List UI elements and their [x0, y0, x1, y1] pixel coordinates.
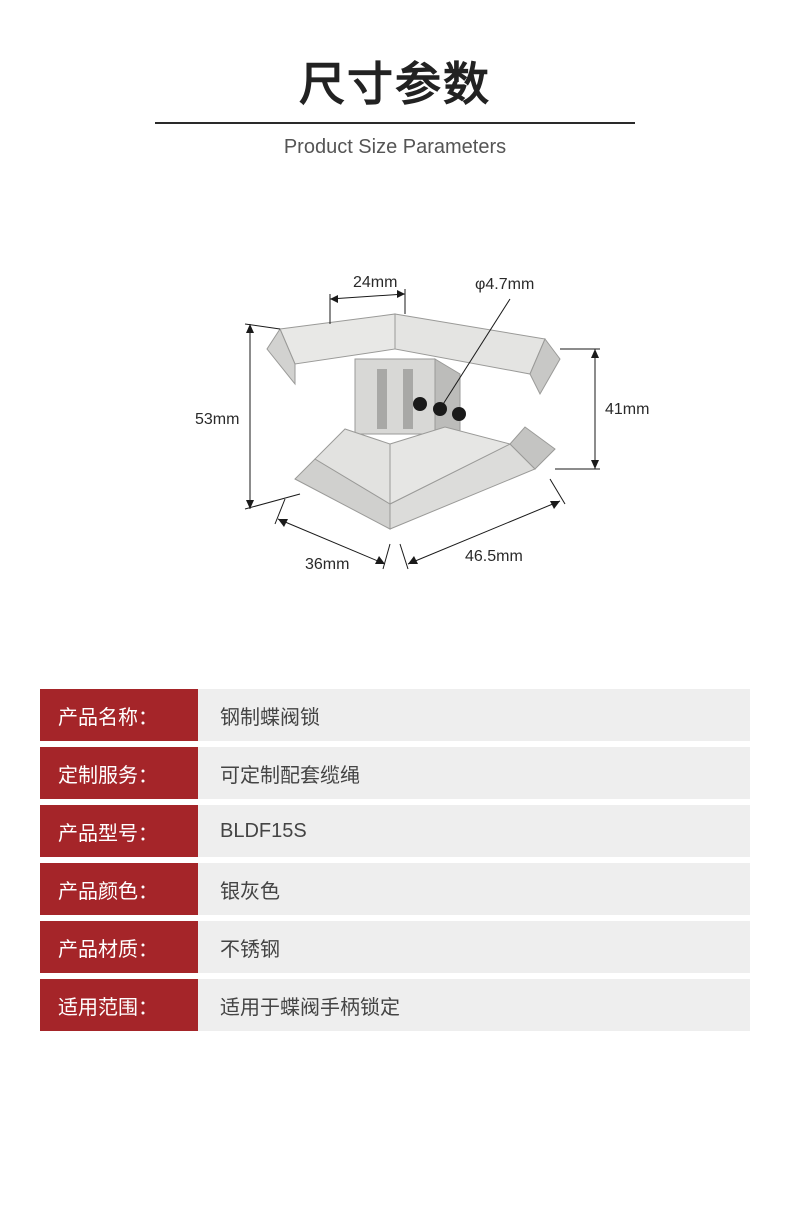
spec-label: 定制服务： [40, 747, 198, 799]
spec-label: 产品名称： [40, 689, 198, 741]
spec-table: 产品名称： 钢制蝶阀锁 定制服务： 可定制配套缆绳 产品型号： BLDF15S … [0, 689, 790, 1031]
diagram: 24mm φ4.7mm 53mm 41mm 36mm 46.5mm [0, 209, 790, 629]
spec-row: 产品材质： 不锈钢 [40, 921, 750, 973]
spec-row: 产品名称： 钢制蝶阀锁 [40, 689, 750, 741]
spec-row: 产品型号： BLDF15S [40, 805, 750, 857]
spec-label: 适用范围： [40, 979, 198, 1031]
spec-value: BLDF15S [198, 805, 750, 857]
title-en: Product Size Parameters [0, 136, 790, 159]
spec-value: 钢制蝶阀锁 [198, 689, 750, 741]
dim-base-width: 46.5mm [465, 548, 523, 565]
spec-value: 银灰色 [198, 863, 750, 915]
dim-depth: 36mm [305, 556, 349, 573]
dim-right-height: 41mm [605, 401, 649, 418]
dim-hole-dia: φ4.7mm [475, 276, 534, 293]
spec-label: 产品型号： [40, 805, 198, 857]
header: 尺寸参数 Product Size Parameters [0, 0, 790, 159]
spec-row: 产品颜色： 银灰色 [40, 863, 750, 915]
title-cn: 尺寸参数 [299, 48, 491, 122]
spec-value: 不锈钢 [198, 921, 750, 973]
spec-label: 产品颜色： [40, 863, 198, 915]
spec-value: 适用于蝶阀手柄锁定 [198, 979, 750, 1031]
dim-left-height: 53mm [195, 411, 239, 428]
spec-row: 适用范围： 适用于蝶阀手柄锁定 [40, 979, 750, 1031]
spec-label: 产品材质： [40, 921, 198, 973]
title-underline [155, 122, 635, 124]
dim-top-width: 24mm [353, 274, 397, 291]
spec-row: 定制服务： 可定制配套缆绳 [40, 747, 750, 799]
spec-value: 可定制配套缆绳 [198, 747, 750, 799]
product-diagram-svg: 24mm φ4.7mm 53mm 41mm 36mm 46.5mm [115, 209, 675, 629]
